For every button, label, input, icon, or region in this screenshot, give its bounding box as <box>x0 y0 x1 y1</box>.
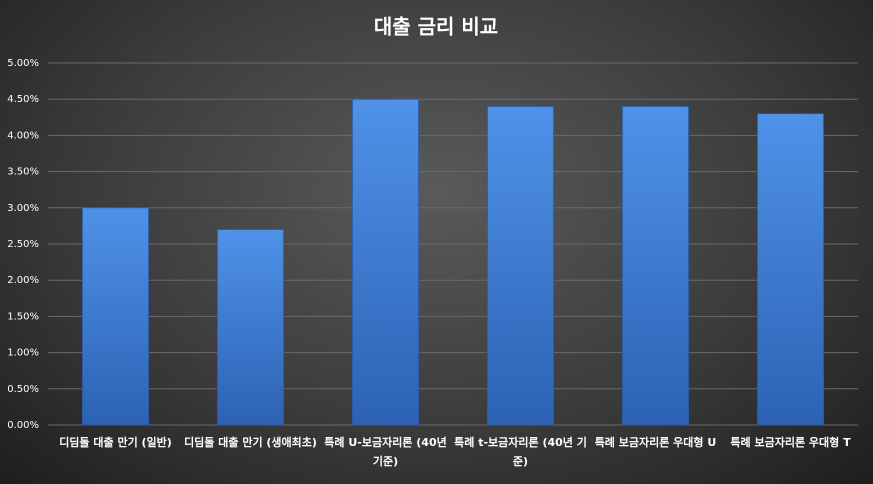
x-tick-label: 특례 t-보금자리론 (40년 기준) <box>454 436 587 468</box>
y-tick-label: 3.50% <box>7 167 39 178</box>
x-tick-label: 특례 보금자리론 우대형 U <box>594 436 717 449</box>
chart-title: 대출 금리 비교 <box>374 15 498 39</box>
x-tick-label: 디딤돌 대출 만기 (생애최초) <box>184 436 317 449</box>
y-tick-label: 0.00% <box>7 420 39 431</box>
y-tick-label: 4.00% <box>7 130 39 141</box>
bar <box>757 113 824 426</box>
bar <box>352 98 419 426</box>
y-tick-label: 2.50% <box>7 239 39 250</box>
bar <box>217 229 284 426</box>
bar <box>622 106 689 426</box>
y-tick-label: 0.50% <box>7 384 39 395</box>
x-tick-label: 특례 보금자리론 우대형 T <box>730 436 851 449</box>
y-tick-label: 1.50% <box>7 311 39 322</box>
y-tick-label: 2.00% <box>7 275 39 286</box>
y-tick-label: 3.00% <box>7 203 39 214</box>
y-tick-label: 5.00% <box>7 58 39 69</box>
y-tick-label: 4.50% <box>7 94 39 105</box>
x-tick-label: 특례 U-보금자리론 (40년 기준) <box>324 436 447 468</box>
bar <box>487 106 554 426</box>
y-tick-label: 1.00% <box>7 348 39 359</box>
x-tick-label: 디딤돌 대출 만기 (일반) <box>59 436 172 449</box>
bar <box>82 207 149 426</box>
